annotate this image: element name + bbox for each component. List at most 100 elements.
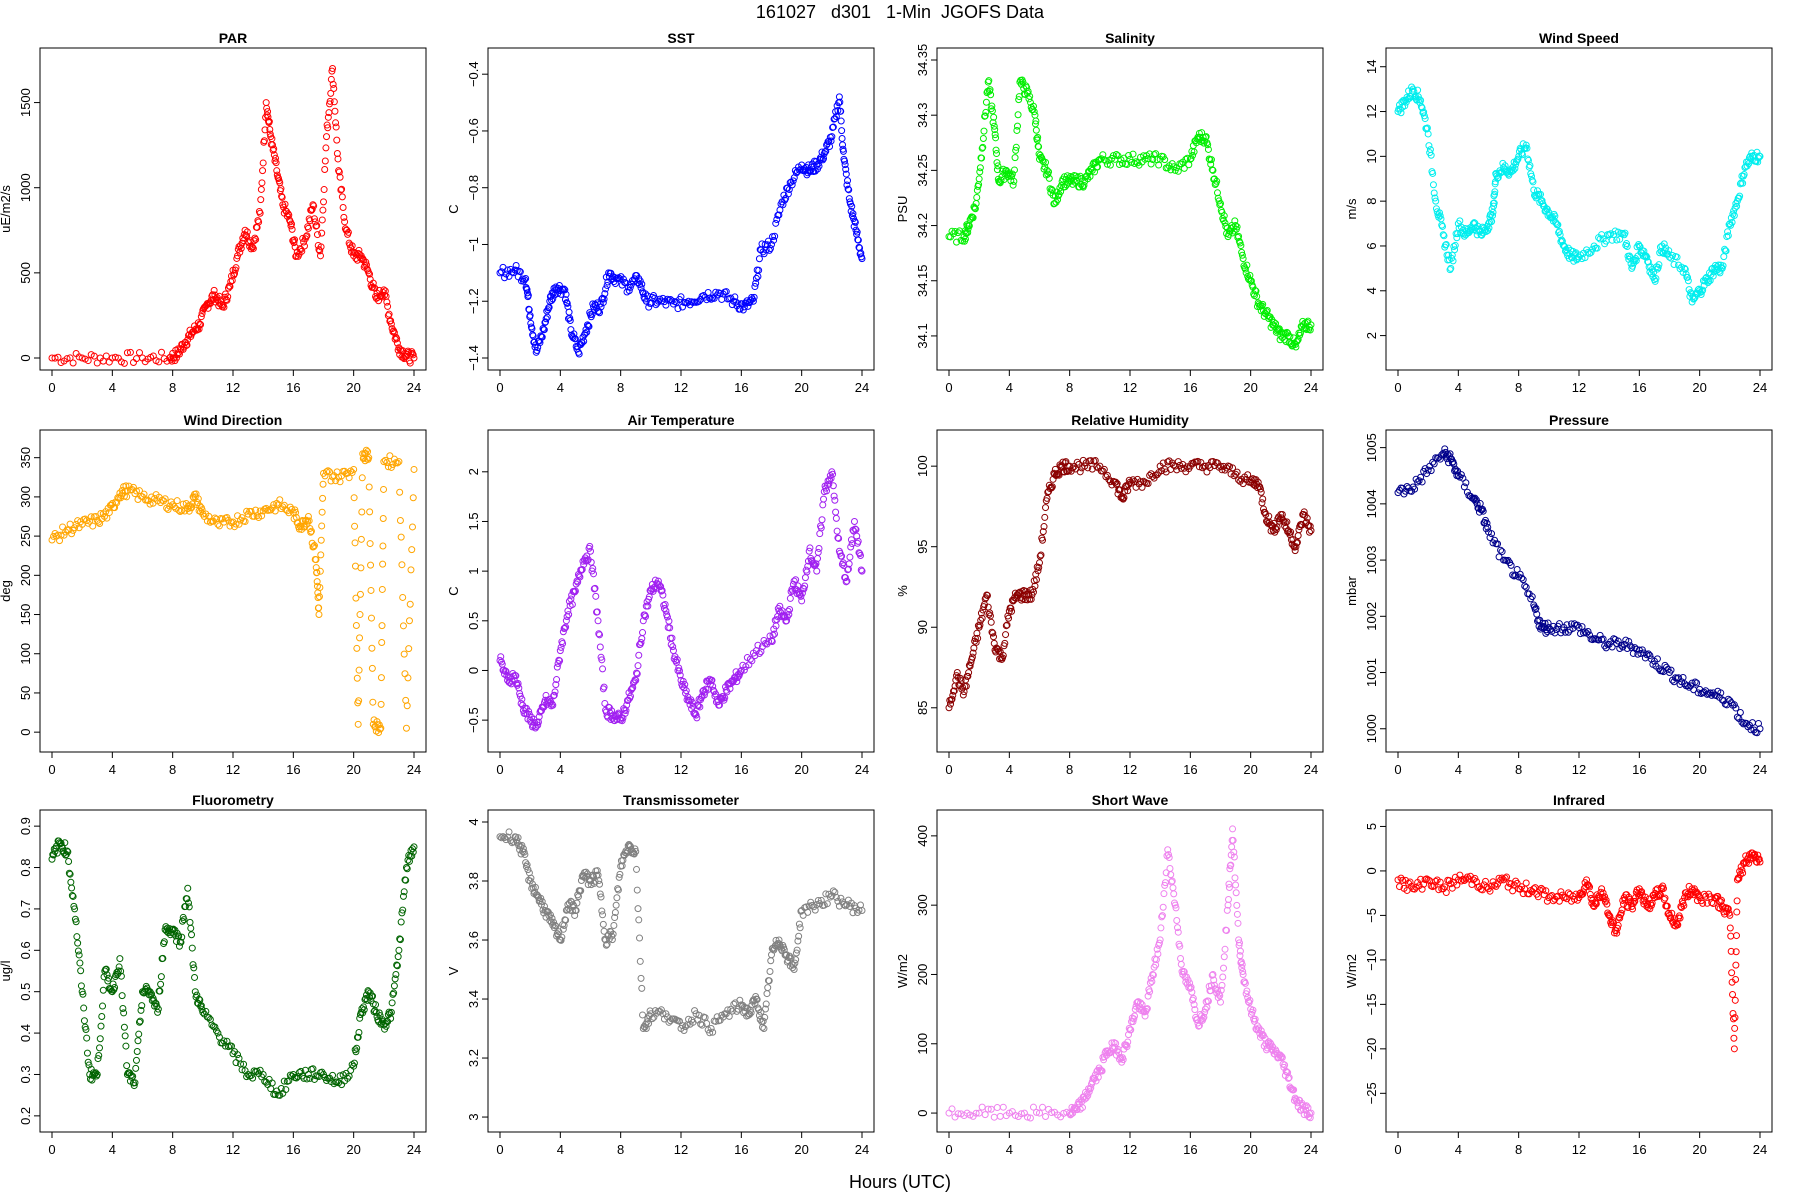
data-point (1247, 277, 1255, 285)
data-point (386, 452, 394, 460)
data-point (304, 1070, 312, 1078)
y-tick-label: −1.4 (466, 345, 481, 371)
data-point (104, 977, 112, 985)
data-point (1217, 199, 1224, 207)
data-point (971, 204, 979, 212)
data-point (1471, 494, 1479, 502)
x-tick-label: 4 (1455, 380, 1462, 395)
x-tick-label: 20 (346, 762, 360, 777)
data-point (645, 1020, 653, 1028)
data-point (784, 190, 792, 198)
data-point (1156, 936, 1164, 944)
data-point (263, 104, 271, 112)
data-point (740, 666, 748, 674)
data-point (841, 902, 849, 910)
data-point (1438, 222, 1446, 230)
data-point (1582, 883, 1590, 891)
data-point (1012, 143, 1020, 151)
y-tick-label: 5 (1364, 823, 1379, 830)
data-point (1225, 230, 1233, 238)
data-point (598, 656, 606, 664)
data-point (120, 359, 128, 367)
data-point (805, 902, 813, 910)
data-point (626, 842, 634, 850)
data-point (306, 1074, 314, 1082)
data-point (130, 1082, 138, 1090)
data-point (608, 932, 616, 940)
data-point (1041, 163, 1049, 171)
data-point (839, 141, 847, 149)
data-point (1643, 253, 1651, 261)
data-point (1144, 480, 1152, 488)
data-point (1174, 167, 1182, 175)
data-point (1044, 488, 1052, 496)
data-point (801, 167, 809, 175)
data-point (525, 707, 533, 715)
data-point (390, 982, 398, 990)
data-point (733, 1007, 741, 1015)
data-point (1243, 987, 1251, 995)
data-point (558, 933, 566, 941)
y-tick-label: 34.2 (915, 213, 930, 238)
data-point (105, 509, 113, 517)
data-point (250, 512, 258, 520)
data-point (365, 483, 373, 491)
data-point (966, 662, 974, 670)
data-point (197, 313, 205, 321)
data-point (1307, 527, 1315, 535)
y-tick-label: 12 (1364, 104, 1379, 118)
data-point (241, 518, 249, 526)
data-point (316, 247, 324, 255)
data-point (575, 350, 583, 358)
data-point (316, 252, 324, 260)
data-point (320, 186, 328, 194)
data-point (593, 867, 601, 875)
data-point (1481, 877, 1489, 885)
data-point (976, 164, 984, 172)
data-point (1421, 115, 1429, 123)
data-point (302, 516, 310, 524)
data-point (1436, 212, 1444, 220)
data-point (1218, 466, 1226, 474)
data-point (195, 325, 203, 333)
x-tick-label: 20 (1692, 1142, 1706, 1157)
data-point (1211, 181, 1219, 189)
data-point (736, 996, 744, 1004)
data-point (403, 865, 411, 873)
data-point (987, 618, 995, 626)
data-point (1435, 886, 1443, 894)
data-point (1542, 629, 1550, 637)
data-point (1150, 151, 1158, 159)
data-point (1676, 914, 1684, 922)
x-tick-label: 8 (1515, 762, 1522, 777)
data-point (1429, 169, 1437, 177)
data-point (321, 166, 329, 174)
data-point (1164, 458, 1172, 466)
data-point (288, 225, 296, 233)
data-point (156, 987, 164, 995)
data-point (1035, 564, 1043, 572)
data-point (839, 147, 847, 155)
data-point (347, 244, 355, 252)
x-tick-label: 20 (1243, 380, 1257, 395)
data-point (695, 297, 703, 305)
x-tick-label: 12 (226, 1142, 240, 1157)
data-point (1626, 642, 1634, 650)
data-point (1396, 105, 1404, 113)
x-tick-label: 0 (945, 380, 952, 395)
x-tick-label: 12 (674, 762, 688, 777)
data-point (576, 573, 584, 581)
data-point (722, 288, 730, 296)
data-point (635, 916, 643, 924)
data-point (1613, 929, 1621, 937)
data-point (1564, 889, 1572, 897)
y-tick-label: −0.6 (466, 118, 481, 144)
data-point (746, 655, 754, 663)
data-point (583, 328, 591, 336)
data-point (1730, 1034, 1738, 1042)
data-point (676, 671, 684, 679)
data-point (979, 134, 987, 142)
data-point (1740, 170, 1748, 178)
data-point (1167, 871, 1175, 879)
